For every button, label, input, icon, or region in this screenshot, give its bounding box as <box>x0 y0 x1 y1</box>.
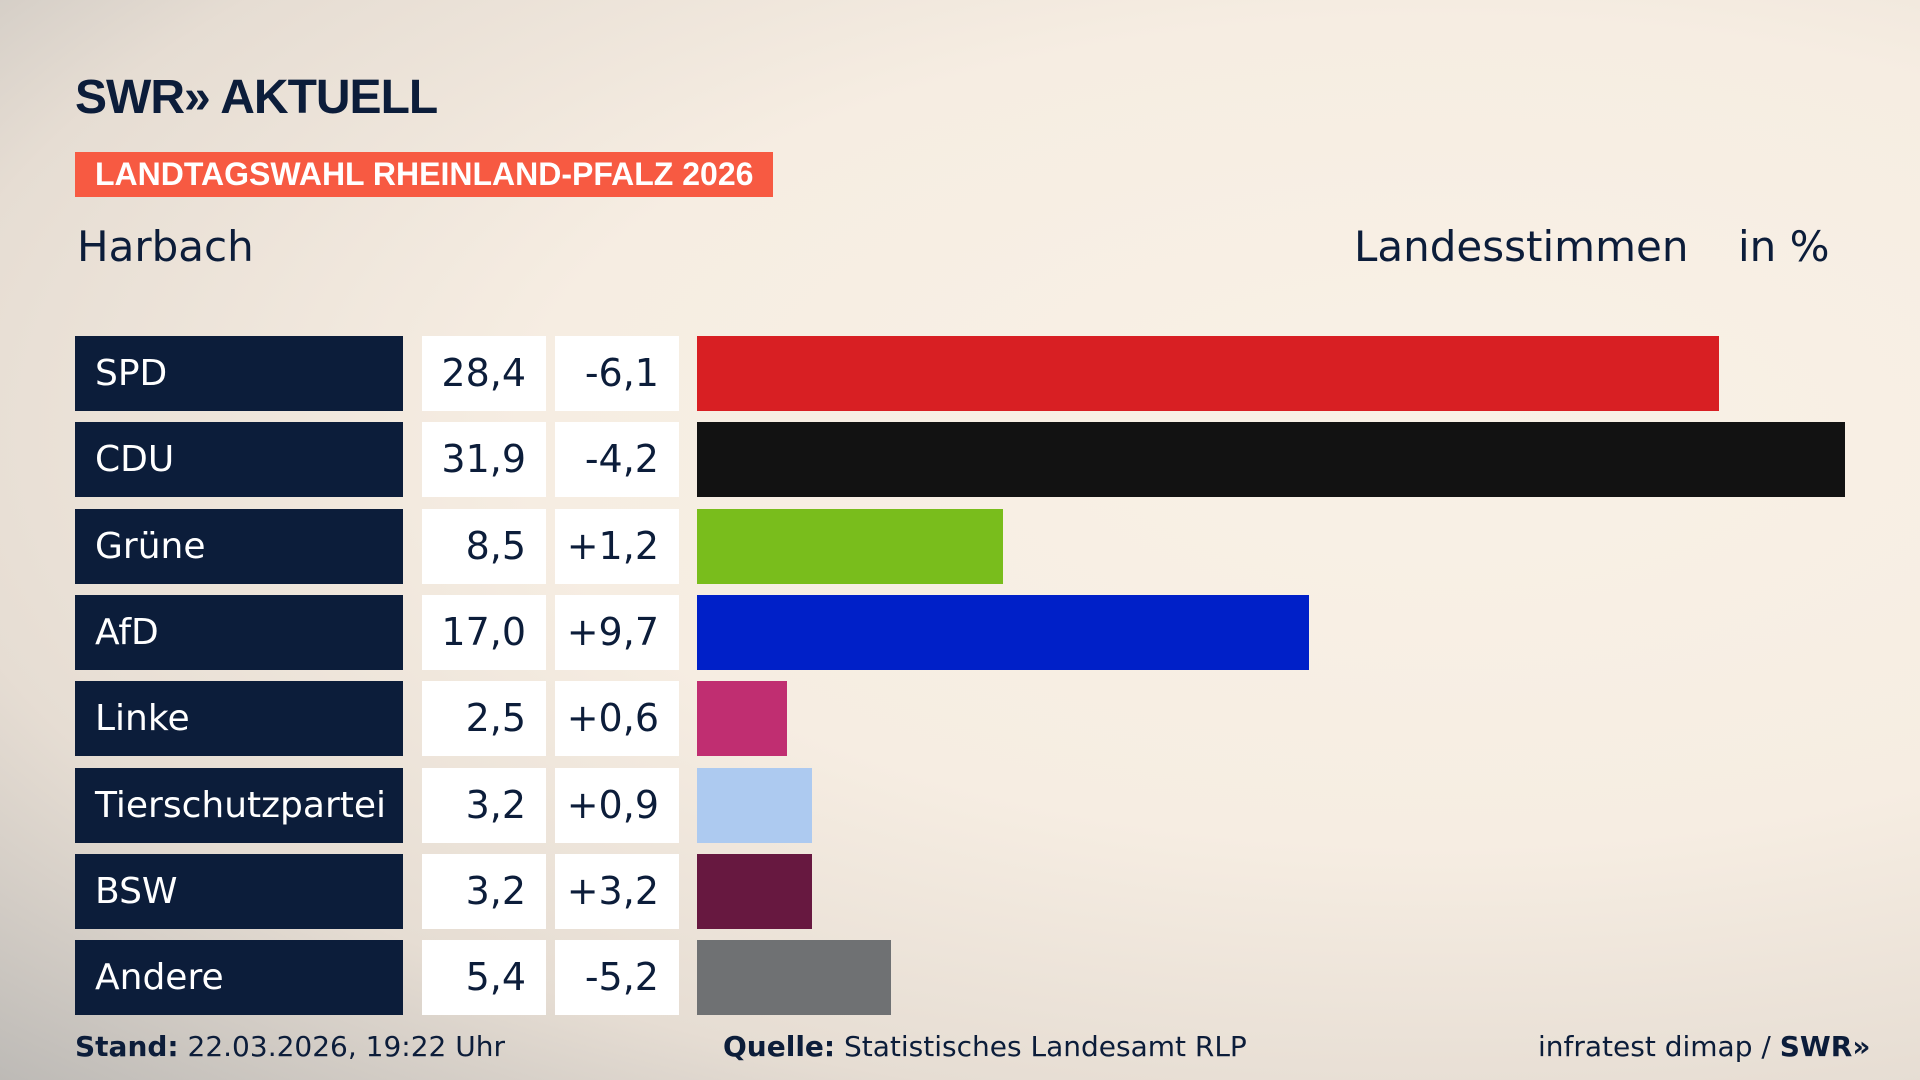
unit-label: in % <box>1738 222 1830 271</box>
bar-grüne <box>697 508 1003 584</box>
bar-tierschutzpartei <box>697 767 813 843</box>
vote-share: 3,2 <box>422 767 546 843</box>
vote-share: 17,0 <box>422 594 546 670</box>
vote-change: -5,2 <box>555 940 679 1016</box>
bar-andere <box>697 940 892 1016</box>
vote-change: +3,2 <box>555 853 679 929</box>
party-name: Andere <box>75 940 403 1016</box>
party-name: Tierschutzpartei <box>75 767 403 843</box>
vote-share: 2,5 <box>422 681 546 757</box>
party-name: Linke <box>75 681 403 757</box>
party-name: BSW <box>75 853 403 929</box>
source: Quelle: Statistisches Landesamt RLP <box>723 1030 1247 1063</box>
vote-share: 8,5 <box>422 508 546 584</box>
party-name: CDU <box>75 422 403 498</box>
vote-share: 3,2 <box>422 853 546 929</box>
timestamp: Stand: 22.03.2026, 19:22 Uhr <box>75 1030 505 1063</box>
bar-spd <box>697 336 1720 411</box>
election-banner: LANDTAGSWAHL RHEINLAND-PFALZ 2026 <box>75 152 774 197</box>
party-name: SPD <box>75 336 403 411</box>
party-name: Grüne <box>75 508 403 584</box>
vote-change: +0,9 <box>555 767 679 843</box>
vote-type-label: Landesstimmen <box>1354 222 1689 271</box>
credit: infratest dimap / SWR» <box>1538 1030 1871 1063</box>
bar-afd <box>697 594 1309 670</box>
bar-cdu <box>697 422 1846 498</box>
district-title: Harbach <box>77 222 254 271</box>
bar-bsw <box>697 853 813 929</box>
party-name: AfD <box>75 594 403 670</box>
vote-change: +0,6 <box>555 681 679 757</box>
vote-change: +9,7 <box>555 594 679 670</box>
vote-share: 31,9 <box>422 422 546 498</box>
swr-aktuell-logo: SWR» AKTUELL <box>75 71 438 124</box>
swr-logo: SWR» <box>1779 1030 1871 1063</box>
vote-share: 28,4 <box>422 336 546 411</box>
vote-change: -4,2 <box>555 422 679 498</box>
vote-share: 5,4 <box>422 940 546 1016</box>
vote-change: -6,1 <box>555 336 679 411</box>
bar-linke <box>697 681 787 757</box>
vote-change: +1,2 <box>555 508 679 584</box>
